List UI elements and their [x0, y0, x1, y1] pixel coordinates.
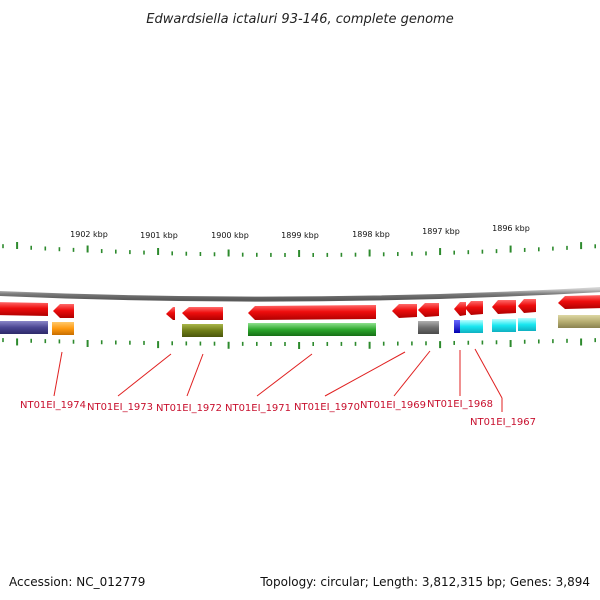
kbp-label: 1899 kbp — [281, 231, 319, 240]
callout-lines — [53, 348, 503, 412]
gene-arrow — [0, 302, 48, 316]
gene-arrow — [558, 295, 600, 309]
gene-arrow — [182, 307, 223, 320]
gene-label: NT01EI_1974 — [20, 400, 86, 411]
kbp-label: 1896 kbp — [492, 224, 530, 233]
gene-label: NT01EI_1969 — [360, 400, 426, 411]
map-title: Edwardsiella ictaluri 93-146, complete g… — [146, 12, 453, 27]
callout-line — [53, 351, 63, 397]
gene-arrows — [0, 295, 600, 320]
kbp-label: 1902 kbp — [70, 230, 108, 239]
kbp-label: 1897 kbp — [422, 227, 460, 236]
kbp-label: 1898 kbp — [352, 230, 390, 239]
cog-block — [248, 323, 376, 336]
callout-line — [474, 348, 503, 399]
kbp-labels: 1902 kbp 1901 kbp 1900 kbp 1899 kbp 1898… — [70, 224, 530, 240]
gene-label: NT01EI_1973 — [87, 402, 153, 413]
outer-tick-row — [2, 241, 597, 257]
gene-arrow — [492, 300, 516, 314]
cog-block — [492, 319, 516, 332]
cog-block — [52, 322, 74, 335]
kbp-label: 1901 kbp — [140, 231, 178, 240]
gene-label: NT01EI_1968 — [427, 399, 493, 410]
cog-block — [418, 321, 439, 334]
kbp-label: 1900 kbp — [211, 231, 249, 240]
cog-block — [0, 321, 48, 334]
gene-arrow — [418, 303, 439, 317]
callout-line — [117, 353, 172, 397]
gene-arrow — [53, 304, 74, 318]
callout-line — [324, 351, 406, 397]
gene-label: NT01EI_1971 — [225, 403, 291, 414]
cog-block — [182, 324, 223, 337]
cog-block — [558, 315, 600, 328]
gene-arrow — [392, 304, 417, 318]
accession-text: Accession: NC_012779 — [9, 575, 145, 589]
gene-labels: NT01EI_1974 NT01EI_1973 NT01EI_1972 NT01… — [20, 399, 536, 428]
gene-arrow — [248, 305, 376, 320]
genome-backbone — [0, 287, 600, 302]
gene-label: NT01EI_1967 — [470, 417, 536, 428]
cog-block — [460, 320, 483, 333]
genome-summary-text: Topology: circular; Length: 3,812,315 bp… — [259, 575, 590, 589]
cog-block — [518, 318, 536, 331]
gene-arrow — [518, 299, 536, 313]
gene-label: NT01EI_1970 — [294, 402, 360, 413]
inner-tick-row — [2, 338, 597, 349]
gene-arrow — [166, 307, 175, 320]
cog-blocks — [0, 315, 600, 337]
gene-arrow — [465, 301, 483, 315]
callout-line — [186, 353, 204, 397]
gene-arrow — [454, 302, 466, 316]
callout-line — [256, 353, 313, 397]
gene-label: NT01EI_1972 — [156, 403, 222, 414]
callout-line — [393, 350, 431, 397]
